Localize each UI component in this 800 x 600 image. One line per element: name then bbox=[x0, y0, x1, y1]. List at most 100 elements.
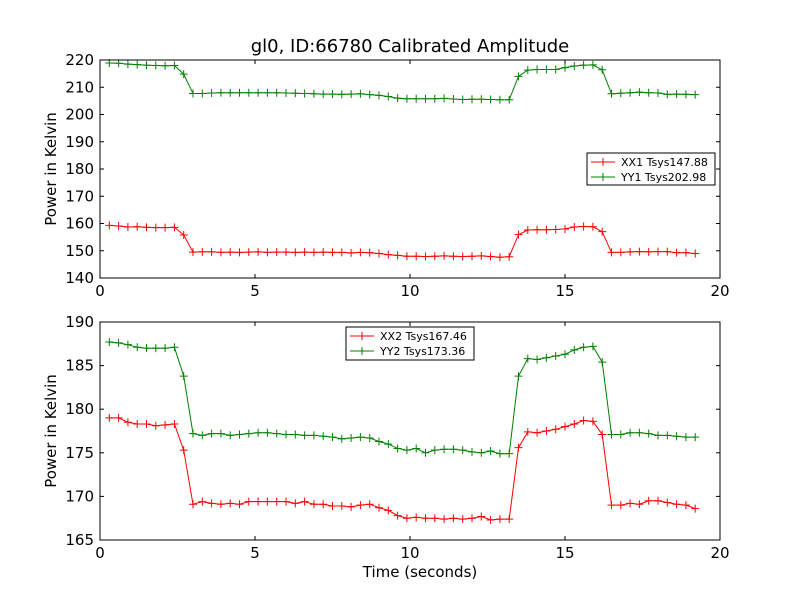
data-point bbox=[440, 445, 449, 454]
data-point bbox=[607, 248, 616, 257]
data-point bbox=[319, 432, 328, 441]
y-tick-label: 150 bbox=[65, 242, 94, 260]
data-point bbox=[393, 94, 402, 103]
data-point bbox=[505, 449, 514, 458]
data-point bbox=[142, 223, 151, 232]
data-point bbox=[691, 504, 700, 513]
data-point bbox=[468, 514, 476, 523]
data-point bbox=[533, 225, 542, 234]
data-point bbox=[635, 247, 644, 256]
data-point bbox=[542, 353, 551, 362]
data-point bbox=[607, 89, 616, 98]
x-tick-label: 5 bbox=[250, 282, 260, 300]
data-point bbox=[263, 428, 272, 437]
x-tick-label: 10 bbox=[400, 282, 419, 300]
data-point bbox=[179, 70, 188, 79]
data-point bbox=[282, 248, 290, 257]
data-point bbox=[477, 251, 486, 260]
data-point bbox=[505, 252, 514, 261]
data-point bbox=[551, 425, 560, 434]
data-point bbox=[542, 225, 551, 234]
data-point bbox=[598, 227, 607, 236]
data-point bbox=[607, 430, 616, 439]
data-point bbox=[272, 88, 281, 97]
data-point bbox=[254, 428, 263, 437]
data-point bbox=[161, 420, 170, 429]
data-point bbox=[226, 431, 235, 440]
data-point bbox=[309, 500, 318, 509]
data-point bbox=[468, 447, 476, 456]
data-point bbox=[365, 433, 374, 442]
data-point bbox=[282, 430, 290, 439]
data-point bbox=[495, 515, 504, 524]
legend-marker bbox=[358, 347, 366, 355]
x-tick-label: 5 bbox=[250, 544, 260, 562]
data-point bbox=[691, 90, 700, 99]
legend-entry: YY1 Tsys202.98 bbox=[591, 171, 706, 184]
data-point bbox=[579, 61, 588, 70]
top-subplot: 0 5 10 15 20 140 150 160 170 180 190 200 210 220 Power… bbox=[42, 51, 730, 300]
data-point bbox=[347, 502, 356, 511]
data-point bbox=[356, 501, 365, 510]
legend-entry: YY2 Tsys173.36 bbox=[350, 345, 465, 358]
y-tick-label: 165 bbox=[65, 531, 94, 549]
data-point bbox=[170, 420, 179, 429]
data-point bbox=[254, 88, 263, 97]
data-point bbox=[123, 418, 132, 427]
data-point bbox=[626, 499, 635, 508]
data-point bbox=[523, 226, 532, 235]
legend-label: YY2 Tsys173.36 bbox=[379, 345, 465, 358]
data-point bbox=[347, 248, 356, 257]
data-point bbox=[570, 345, 579, 354]
data-point bbox=[226, 499, 235, 508]
data-point bbox=[486, 515, 495, 524]
data-point bbox=[161, 223, 170, 232]
data-point bbox=[123, 223, 132, 232]
data-point bbox=[598, 430, 607, 439]
data-point bbox=[495, 449, 504, 458]
data-point bbox=[235, 88, 244, 97]
data-point bbox=[477, 448, 486, 457]
data-point bbox=[626, 428, 635, 437]
plot-frame bbox=[99, 321, 721, 541]
data-point bbox=[561, 224, 569, 233]
data-point bbox=[681, 433, 690, 442]
data-point bbox=[412, 513, 421, 522]
data-point bbox=[189, 429, 197, 438]
data-point bbox=[523, 66, 532, 75]
data-point bbox=[663, 247, 672, 256]
data-point bbox=[189, 89, 197, 98]
data-point bbox=[282, 88, 290, 97]
data-point bbox=[337, 501, 346, 510]
x-tick-label: 15 bbox=[555, 544, 574, 562]
data-point bbox=[291, 499, 300, 508]
data-point bbox=[430, 94, 439, 103]
data-point bbox=[337, 434, 346, 443]
data-point bbox=[458, 252, 467, 261]
data-point bbox=[672, 248, 681, 257]
data-point bbox=[561, 422, 569, 431]
y-tick-label: 190 bbox=[65, 313, 94, 331]
data-point bbox=[123, 60, 132, 69]
data-point bbox=[244, 497, 253, 506]
data-point bbox=[421, 94, 430, 103]
data-point bbox=[272, 248, 281, 257]
data-point bbox=[291, 430, 300, 439]
data-point bbox=[170, 61, 179, 70]
data-point bbox=[644, 88, 653, 97]
data-point bbox=[309, 431, 318, 440]
y-tick-label: 210 bbox=[65, 78, 94, 96]
data-point bbox=[644, 496, 653, 505]
data-point bbox=[198, 431, 207, 440]
data-point bbox=[114, 413, 123, 422]
data-point bbox=[216, 500, 225, 509]
legend-label: XX2 Tsys167.46 bbox=[380, 330, 467, 343]
plot-frame bbox=[99, 59, 721, 279]
legend-marker bbox=[599, 158, 607, 166]
data-point bbox=[375, 503, 383, 512]
data-point bbox=[672, 432, 681, 441]
data-point bbox=[328, 501, 337, 510]
series-0 bbox=[105, 221, 700, 262]
data-point bbox=[300, 248, 309, 257]
data-point bbox=[244, 429, 253, 438]
